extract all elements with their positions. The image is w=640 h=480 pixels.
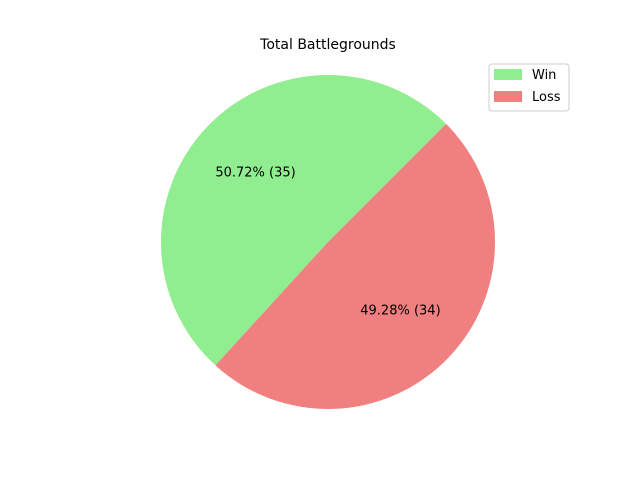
pie-slice-win xyxy=(160,74,447,366)
legend: Win Loss xyxy=(488,63,570,112)
legend-label-loss: Loss xyxy=(532,90,561,105)
legend-label-win: Win xyxy=(532,68,556,83)
slice-label-win: 50.72% (35) xyxy=(215,165,295,180)
slice-label-loss: 49.28% (34) xyxy=(360,304,440,319)
pie-slice-loss xyxy=(215,123,495,409)
pie-slice-labels: 50.72% (35) 49.28% (34) xyxy=(215,165,440,318)
legend-swatch-win xyxy=(494,69,522,80)
legend-swatch-loss xyxy=(494,91,522,102)
chart-title: Total Battlegrounds xyxy=(259,37,396,53)
pie-slices xyxy=(160,74,495,409)
